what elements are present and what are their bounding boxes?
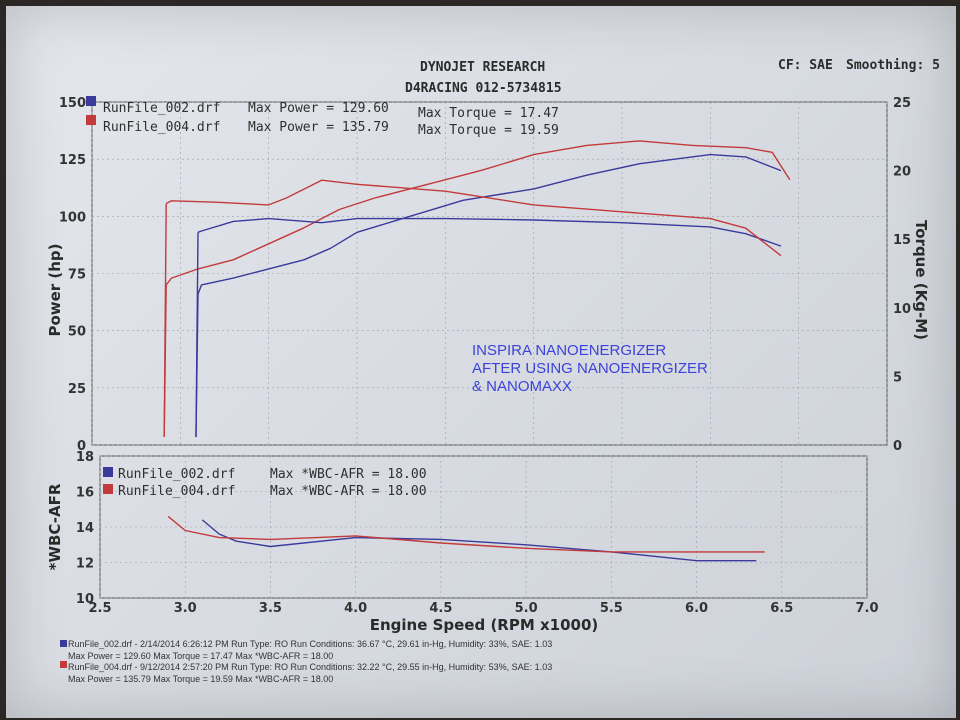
afr-y-tick-label: 14 bbox=[76, 521, 94, 536]
y-tick-label: 0 bbox=[77, 439, 86, 454]
footer-run1-line2: Max Power = 129.60 Max Torque = 17.47 Ma… bbox=[68, 651, 333, 661]
x-tick-label: 5.5 bbox=[600, 601, 623, 616]
y-tick-label: 150 bbox=[59, 96, 86, 111]
y-tick-label: 75 bbox=[68, 268, 86, 283]
footer-run1-swatch bbox=[60, 640, 67, 647]
x-tick-label: 4.5 bbox=[429, 601, 452, 616]
legend-run2-name: RunFile_004.drf bbox=[103, 120, 220, 135]
annotation-line3: & NANOMAXX bbox=[472, 378, 572, 395]
series-tail bbox=[195, 232, 199, 438]
legend-run1-torque: Max Torque = 17.47 bbox=[418, 106, 559, 121]
legend-run1-power: Max Power = 129.60 bbox=[248, 101, 389, 116]
legend-run1-swatch bbox=[86, 96, 96, 106]
legend-run2-swatch bbox=[86, 115, 96, 125]
y2-tick-label: 10 bbox=[893, 302, 911, 317]
lower-tick-labels: 2.5 3.0 3.5 4.0 4.5 5.0 5.5 6.0 6.5 7.0 10 12 14 16 18 bbox=[76, 450, 879, 616]
afr-series-line bbox=[167, 515, 765, 553]
header-cf: CF: SAE bbox=[778, 58, 833, 73]
x-axis-label: Engine Speed (RPM x1000) bbox=[370, 616, 599, 634]
afr-y-tick-label: 16 bbox=[76, 486, 94, 501]
y2-tick-label: 5 bbox=[893, 370, 902, 385]
series-tail bbox=[163, 203, 167, 438]
afr-legend-run2-value: Max *WBC-AFR = 18.00 bbox=[270, 484, 427, 499]
x-tick-label: 7.0 bbox=[855, 601, 878, 616]
y2-tick-label: 25 bbox=[893, 96, 911, 111]
header-shop: D4RACING 012-5734815 bbox=[405, 81, 562, 96]
y2-tick-label: 0 bbox=[893, 439, 902, 454]
afr-series-line bbox=[201, 519, 757, 562]
footer-run2-swatch bbox=[60, 661, 67, 668]
legend-run2-torque: Max Torque = 19.59 bbox=[418, 123, 559, 138]
annotation-line2: AFTER USING NANOENERGIZER bbox=[472, 360, 708, 377]
afr-legend-run1-value: Max *WBC-AFR = 18.00 bbox=[270, 467, 427, 482]
header-smoothing: Smoothing: 5 bbox=[846, 58, 940, 73]
y2-axis-label-torque: Torque (Kg-M) bbox=[912, 220, 930, 340]
footer-run1-line1: RunFile_002.drf - 2/14/2014 6:26:12 PM R… bbox=[68, 639, 552, 649]
x-tick-label: 5.0 bbox=[515, 601, 538, 616]
lower-grid bbox=[99, 455, 868, 599]
legend-run2-power: Max Power = 135.79 bbox=[248, 120, 389, 135]
x-tick-label: 3.0 bbox=[174, 601, 197, 616]
x-tick-label: 6.5 bbox=[770, 601, 793, 616]
series-line bbox=[197, 153, 782, 295]
series-layer bbox=[163, 140, 791, 562]
afr-legend-run2-name: RunFile_004.drf bbox=[118, 484, 235, 499]
y-axis-label-afr: *WBC-AFR bbox=[46, 483, 64, 570]
upper-grid bbox=[91, 101, 888, 446]
series-line bbox=[197, 217, 782, 247]
y-tick-label: 125 bbox=[59, 153, 86, 168]
header-company: DYNOJET RESEARCH bbox=[420, 60, 545, 75]
footer-run2-line1: RunFile_004.drf - 9/12/2014 2:57:20 PM R… bbox=[68, 662, 552, 672]
y-tick-label: 25 bbox=[68, 382, 86, 397]
y-tick-label: 100 bbox=[59, 210, 86, 225]
x-tick-label: 3.5 bbox=[259, 601, 282, 616]
y-tick-label: 50 bbox=[68, 325, 86, 340]
y2-tick-label: 15 bbox=[893, 233, 911, 248]
x-tick-label: 2.5 bbox=[88, 601, 111, 616]
footer-run2-line2: Max Power = 135.79 Max Torque = 19.59 Ma… bbox=[68, 674, 333, 684]
annotation-line1: INSPIRA NANOENERGIZER bbox=[472, 342, 666, 359]
legend-run1-name: RunFile_002.drf bbox=[103, 101, 220, 116]
upper-tick-labels: 0 25 50 75 100 125 150 0 5 10 15 20 25 bbox=[59, 96, 911, 454]
series-line bbox=[165, 140, 791, 286]
afr-legend-run1-name: RunFile_002.drf bbox=[118, 467, 235, 482]
afr-y-tick-label: 10 bbox=[76, 592, 94, 607]
afr-y-tick-label: 12 bbox=[76, 557, 94, 572]
afr-y-tick-label: 18 bbox=[76, 450, 94, 465]
x-tick-label: 6.0 bbox=[685, 601, 708, 616]
series-line bbox=[165, 179, 782, 257]
afr-legend-run2-swatch bbox=[103, 484, 113, 494]
y2-tick-label: 20 bbox=[893, 165, 911, 180]
afr-legend-run1-swatch bbox=[103, 467, 113, 477]
x-tick-label: 4.0 bbox=[344, 601, 367, 616]
y-axis-label-power: Power (hp) bbox=[46, 243, 64, 336]
